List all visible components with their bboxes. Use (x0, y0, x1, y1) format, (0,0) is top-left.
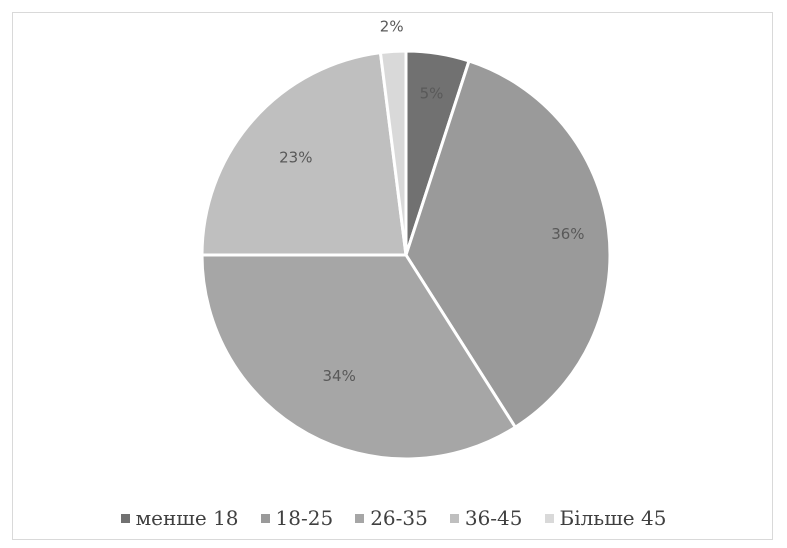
legend-label: 26-35 (370, 506, 428, 530)
pie-slices (200, 49, 612, 461)
slice-value-label: 36% (551, 225, 584, 243)
slice-value-label: 2% (380, 18, 404, 36)
pie-slice (378, 49, 408, 257)
legend-item: 18-25 (260, 506, 334, 530)
legend-item: 36-45 (449, 506, 523, 530)
legend-label: 36-45 (464, 506, 523, 530)
legend-swatch (260, 513, 270, 523)
pie-slice (200, 51, 408, 257)
legend-label: Більше 45 (559, 506, 667, 530)
slice-value-label: 23% (279, 148, 312, 166)
legend-item: Більше 45 (544, 506, 667, 530)
legend-label: 18-25 (275, 506, 334, 530)
legend: менше 18 18-25 26-35 36-45 Більше 45 (0, 506, 787, 530)
legend-swatch (355, 513, 365, 523)
pie-slice (200, 253, 517, 461)
legend-item: менше 18 (120, 506, 239, 530)
legend-swatch (449, 513, 459, 523)
pie-slice (404, 59, 612, 429)
slice-value-label: 5% (420, 84, 444, 102)
legend-swatch (120, 513, 130, 523)
pie-labels: 5% 36% 34% 23% 2% (279, 18, 584, 386)
legend-item: 26-35 (355, 506, 428, 530)
legend-swatch (544, 513, 554, 523)
slice-value-label: 34% (323, 367, 356, 385)
legend-label: менше 18 (135, 506, 239, 530)
